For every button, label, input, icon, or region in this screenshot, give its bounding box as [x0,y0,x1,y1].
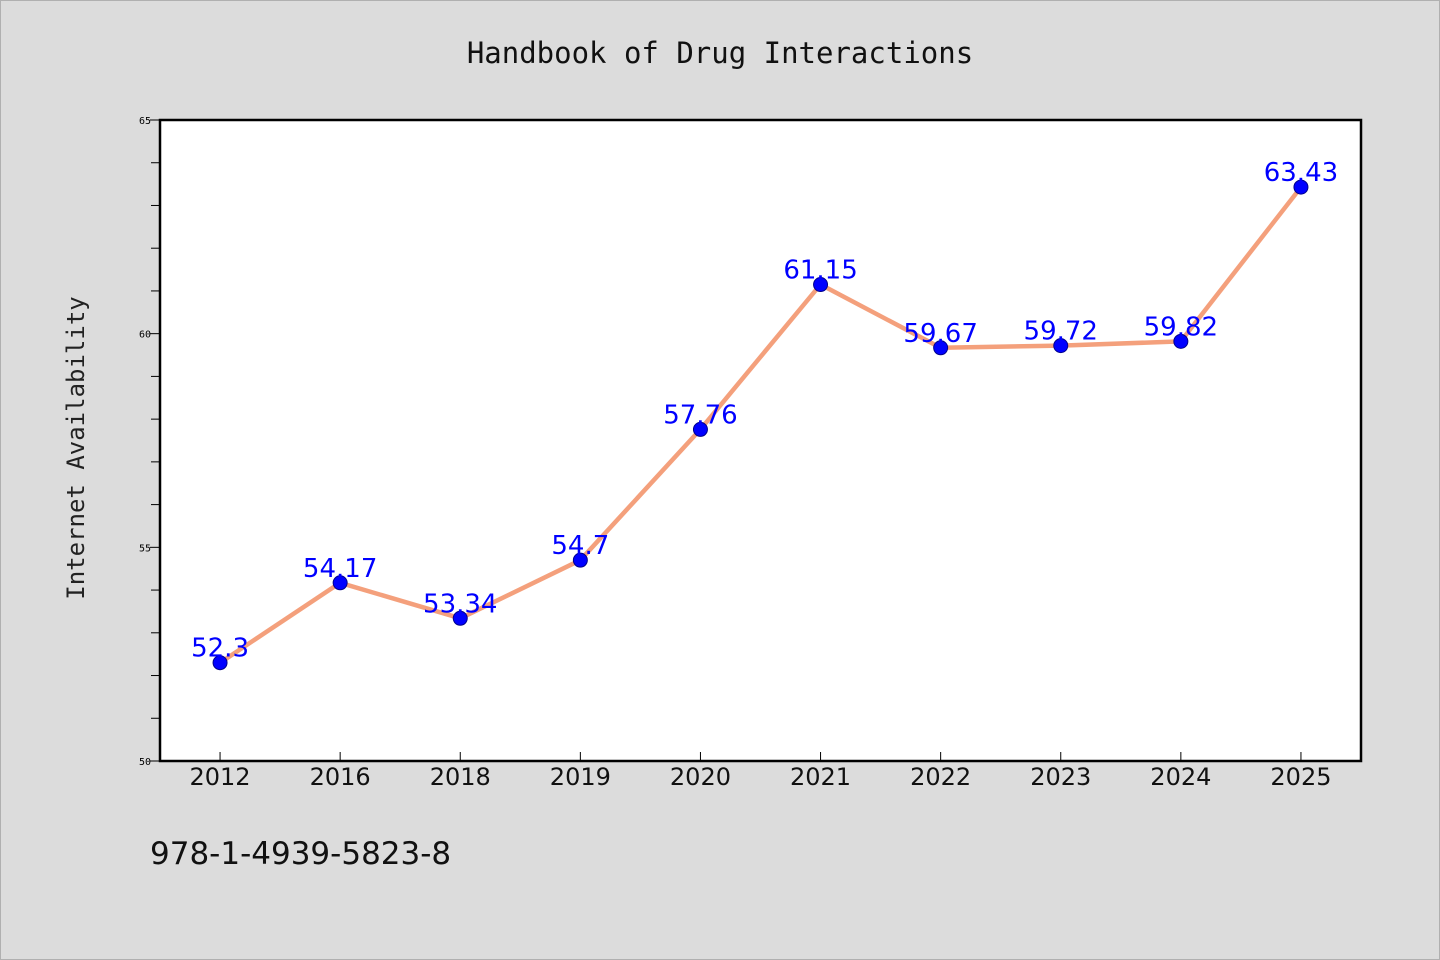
y-tick-label: 55 [139,543,151,554]
x-tick-label: 2024 [1150,763,1211,791]
data-label: 54.7 [551,531,609,561]
x-tick-label: 2020 [670,763,731,791]
data-label: 59.82 [1144,312,1218,342]
x-tick-label: 2023 [1030,763,1091,791]
data-point [332,575,348,591]
y-axis: 50 55 60 65 [139,116,160,768]
data-label: 52.3 [191,634,249,664]
series-line [217,184,1304,665]
data-labels-layer: 52.3 54.17 53.34 54.7 57.76 61.15 59.67 59.72 59… [191,158,1338,664]
data-point [452,610,468,626]
x-tick-label: 2025 [1270,763,1331,791]
isbn-text: 978-1-4939-5823-8 [150,836,451,872]
data-point [212,655,228,671]
data-point [813,277,829,293]
data-label: 57.76 [663,400,737,430]
data-point [1053,338,1069,354]
data-label: 53.34 [423,589,497,619]
x-tick-label: 2019 [550,763,611,791]
x-tick-label: 2016 [310,763,371,791]
y-tick-label: 50 [139,757,151,768]
data-label: 59.72 [1024,317,1098,347]
y-tick-label: 60 [139,330,151,341]
data-point [1293,179,1309,195]
data-label: 63.43 [1264,158,1338,188]
x-tick-label: 2012 [190,763,251,791]
data-point [692,421,708,437]
y-tick-label: 65 [139,116,151,127]
data-label: 54.17 [303,554,377,584]
x-tick-label: 2018 [430,763,491,791]
plot-area [158,118,1363,763]
data-point [933,340,949,356]
data-label: 59.67 [903,319,977,349]
chart-title: Handbook of Drug Interactions [467,36,973,70]
data-point [572,552,588,568]
x-axis: 2012 2016 2018 2019 2020 2021 2022 2023 2024 2025 [190,752,1331,791]
x-tick-label: 2022 [910,763,971,791]
y-axis-label: Internet Availability [62,296,90,599]
data-label: 61.15 [783,256,857,286]
x-tick-label: 2021 [790,763,851,791]
series-layer [212,179,1309,671]
data-point [1173,333,1189,349]
